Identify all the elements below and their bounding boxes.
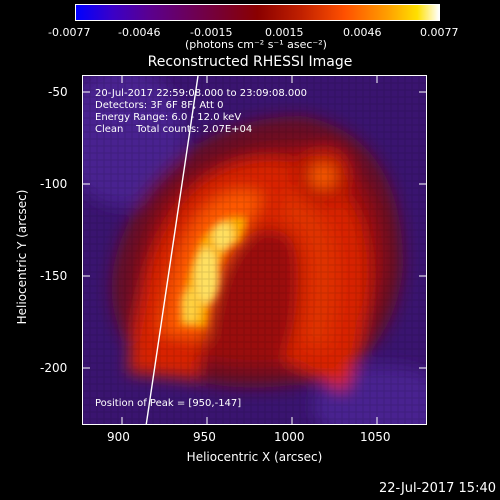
x-tick-label: 950 [193,430,216,444]
peak-position-annotation: Position of Peak = [950,-147] [95,398,242,409]
plot-timestamp: 22-Jul-2017 15:40 [378,481,496,496]
colorbar-tick-label: 0.0046 [343,26,382,39]
colorbar-tick-label: -0.0046 [118,26,161,39]
y-tick-label: -100 [40,177,68,191]
y-tick-label: -200 [40,361,68,375]
detectors-annotation: Detectors: 3F 6F 8F, Att 0 [95,100,224,111]
colorbar-tick-label: -0.0015 [190,26,233,39]
x-axis-label: Heliocentric X (arcsec) [186,450,323,464]
energy-range-annotation: Energy Range: 6.0 - 12.0 keV [95,112,242,123]
time-range-annotation: 20-Jul-2017 22:59:08.000 to 23:09:08.000 [95,88,307,99]
y-tick-label: -50 [48,85,68,99]
colorbar-tick-label: 0.0015 [265,26,304,39]
y-axis-label: Heliocentric Y (arcsec) [15,189,29,325]
method-annotation: Clean Total counts: 2.07E+04 [95,124,253,135]
x-tick-label: 900 [107,430,130,444]
x-tick-label: 1000 [274,430,305,444]
image-title: Reconstructed RHESSI Image [147,54,353,70]
y-tick-label: -150 [40,269,68,283]
rhessi-image [82,75,427,425]
colorbar-unit-label: (photons cm⁻² s⁻¹ asec⁻²) [185,38,327,51]
colorbar-tick-label: -0.0077 [48,26,91,39]
colorbar-tick-label: 0.0077 [420,26,459,39]
colorbar [75,4,440,21]
x-tick-label: 1050 [360,430,391,444]
